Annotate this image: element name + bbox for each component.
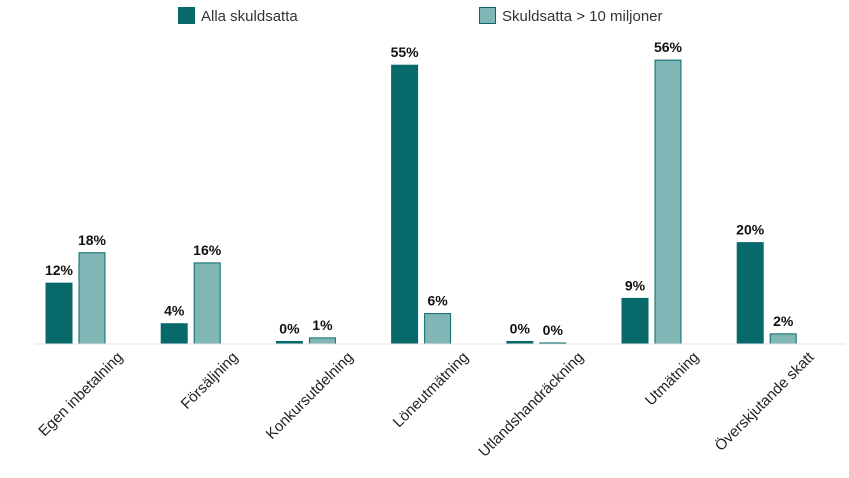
value-label-skuldsatta-10-miljoner-konkursutdelning: 1%	[312, 317, 333, 333]
bar-alla-skuldsatta-loneutmatning	[391, 64, 419, 345]
x-tick-label-forsaljning: Försäljning	[178, 349, 242, 413]
x-tick-label-konkursutdelning: Konkursutdelning	[263, 349, 357, 443]
value-label-alla-skuldsatta-utmatning: 9%	[625, 277, 646, 293]
bar-skuldsatta-10-miljoner-loneutmatning	[424, 313, 452, 345]
bar-skuldsatta-10-miljoner-overskjutande-skatt	[769, 333, 797, 345]
bar-alla-skuldsatta-egen-inbetalning	[45, 282, 73, 345]
value-label-skuldsatta-10-miljoner-utmatning: 56%	[654, 39, 683, 55]
value-label-alla-skuldsatta-overskjutande-skatt: 20%	[736, 222, 765, 238]
legend-label-alla-skuldsatta: Alla skuldsatta	[201, 8, 298, 25]
value-label-alla-skuldsatta-forsaljning: 4%	[164, 303, 185, 319]
legend-swatch-skuldsatta-over-10-miljoner	[479, 7, 496, 24]
x-tick-label-overskjutande-skatt: Överskjutande skatt	[711, 348, 818, 455]
legend-label-skuldsatta-over-10-miljoner: Skuldsatta > 10 miljoner	[502, 8, 663, 25]
x-tick-label-loneutmatning: Löneutmätning	[390, 349, 472, 431]
value-label-skuldsatta-10-miljoner-loneutmatning: 6%	[427, 293, 448, 309]
value-labels: 12%18% 4% 16% 0% 1% 55% 6% 0% 0% 9% 56% 20% 2%	[45, 39, 794, 338]
value-label-alla-skuldsatta-egen-inbetalning: 12%	[45, 262, 74, 278]
bar-skuldsatta-10-miljoner-forsaljning	[193, 262, 221, 345]
bar-alla-skuldsatta-overskjutande-skatt	[736, 242, 764, 345]
legend-swatch-alla-skuldsatta	[178, 7, 195, 24]
x-tick-label-utlandshandrackning: Utlandshandräckning	[475, 349, 587, 461]
value-label-skuldsatta-10-miljoner-egen-inbetalning: 18%	[78, 232, 107, 248]
value-label-alla-skuldsatta-utlandshandrackning: 0%	[510, 320, 531, 336]
value-label-skuldsatta-10-miljoner-overskjutande-skatt: 2%	[773, 313, 794, 329]
bars	[45, 59, 797, 345]
bar-alla-skuldsatta-forsaljning	[160, 323, 188, 345]
value-label-alla-skuldsatta-loneutmatning: 55%	[391, 44, 420, 60]
bar-skuldsatta-10-miljoner-utmatning	[654, 59, 682, 345]
bar-skuldsatta-10-miljoner-konkursutdelning	[308, 337, 336, 345]
bar-skuldsatta-10-miljoner-egen-inbetalning	[78, 252, 106, 345]
value-label-skuldsatta-10-miljoner-forsaljning: 16%	[193, 242, 222, 258]
x-tick-label-egen-inbetalning: Egen inbetalning	[35, 349, 126, 440]
value-label-alla-skuldsatta-konkursutdelning: 0%	[279, 320, 300, 336]
legend: Alla skuldsatta Skuldsatta > 10 miljoner	[178, 7, 663, 25]
x-tick-label-utmatning: Utmätning	[642, 349, 702, 409]
x-tick-labels: Egen inbetalning Försäljning Konkursutdeln…	[35, 348, 818, 461]
bar-alla-skuldsatta-utmatning	[621, 297, 649, 345]
value-label-skuldsatta-10-miljoner-utlandshandrackning: 0%	[543, 322, 564, 338]
